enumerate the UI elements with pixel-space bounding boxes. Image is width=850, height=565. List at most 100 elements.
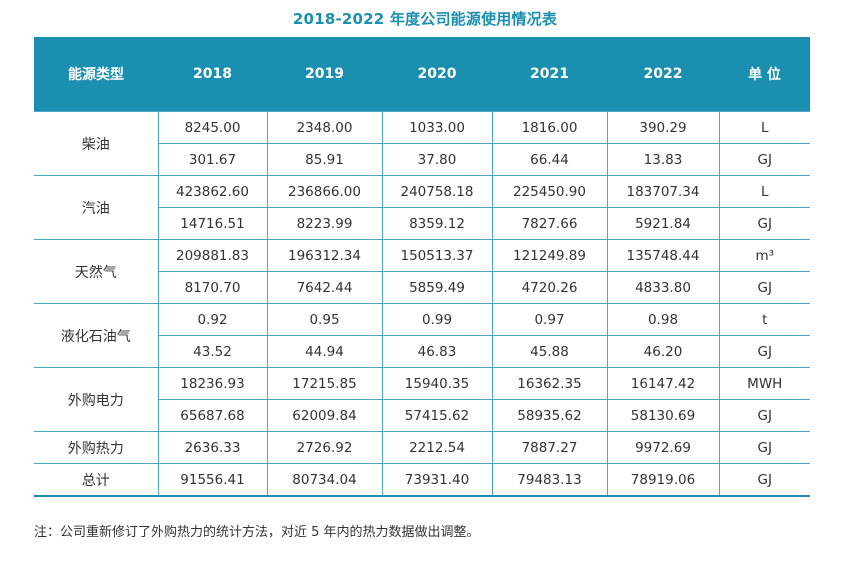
value-cell: 2348.00 (267, 111, 383, 144)
value-cell: 2726.92 (267, 431, 383, 464)
value-cell: 150513.37 (382, 239, 493, 272)
value-cell: 0.92 (158, 303, 268, 336)
value-cell: 196312.34 (267, 239, 383, 272)
value-cell: 1816.00 (492, 111, 608, 144)
value-cell: 16147.42 (607, 367, 720, 400)
value-cell: 4833.80 (607, 271, 720, 304)
value-cell: 58935.62 (492, 399, 608, 432)
value-cell: 4720.26 (492, 271, 608, 304)
unit-cell: MWH (719, 367, 810, 400)
value-cell: 209881.83 (158, 239, 268, 272)
unit-cell: m³ (719, 239, 810, 272)
header-2020: 2020 (382, 37, 492, 112)
value-cell: 0.95 (267, 303, 383, 336)
value-cell: 2636.33 (158, 431, 268, 464)
value-cell: 390.29 (607, 111, 720, 144)
value-cell: 79483.13 (492, 463, 608, 497)
footnote: 注：公司重新修订了外购热力的统计方法，对近 5 年内的热力数据做出调整。 (34, 525, 480, 540)
value-cell: 423862.60 (158, 175, 268, 208)
value-cell: 0.99 (382, 303, 493, 336)
value-cell: 5859.49 (382, 271, 493, 304)
table-row: 301.67 85.91 37.80 66.44 13.83 GJ (34, 143, 810, 176)
table-row: 汽油 423862.60 236866.00 240758.18 225450.… (34, 175, 810, 240)
header-2022: 2022 (607, 37, 719, 112)
value-cell: 236866.00 (267, 175, 383, 208)
category-cell: 总计 (34, 463, 159, 497)
category-cell: 柴油 (34, 111, 159, 176)
header-energy-type: 能源类型 (34, 37, 158, 112)
category-cell: 液化石油气 (34, 303, 159, 368)
value-cell: 0.97 (492, 303, 608, 336)
category-cell: 外购热力 (34, 431, 159, 464)
table-row: 外购热力 2636.33 2726.92 2212.54 7887.27 997… (34, 431, 810, 464)
unit-cell: GJ (719, 143, 810, 176)
total-row: 总计 91556.41 80734.04 73931.40 79483.13 7… (34, 463, 810, 497)
value-cell: 8245.00 (158, 111, 268, 144)
value-cell: 18236.93 (158, 367, 268, 400)
unit-cell: L (719, 175, 810, 208)
header-2021: 2021 (492, 37, 607, 112)
unit-cell: GJ (719, 207, 810, 240)
value-cell: 45.88 (492, 335, 608, 368)
value-cell: 73931.40 (382, 463, 493, 497)
value-cell: 240758.18 (382, 175, 493, 208)
value-cell: 44.94 (267, 335, 383, 368)
value-cell: 0.98 (607, 303, 720, 336)
value-cell: 13.83 (607, 143, 720, 176)
value-cell: 62009.84 (267, 399, 383, 432)
value-cell: 37.80 (382, 143, 493, 176)
value-cell: 9972.69 (607, 431, 720, 464)
value-cell: 7827.66 (492, 207, 608, 240)
unit-cell: GJ (719, 431, 810, 464)
value-cell: 7887.27 (492, 431, 608, 464)
value-cell: 46.20 (607, 335, 720, 368)
table-row: 外购电力 18236.93 17215.85 15940.35 16362.35… (34, 367, 810, 432)
table-row: 43.52 44.94 46.83 45.88 46.20 GJ (34, 335, 810, 368)
value-cell: 8359.12 (382, 207, 493, 240)
value-cell: 8170.70 (158, 271, 268, 304)
value-cell: 1033.00 (382, 111, 493, 144)
table-row: 14716.51 8223.99 8359.12 7827.66 5921.84… (34, 207, 810, 240)
value-cell: 80734.04 (267, 463, 383, 497)
table-row: 65687.68 62009.84 57415.62 58935.62 5813… (34, 399, 810, 432)
unit-cell: L (719, 111, 810, 144)
value-cell: 14716.51 (158, 207, 268, 240)
header-2018: 2018 (158, 37, 267, 112)
category-cell: 外购电力 (34, 367, 159, 432)
table-row: 8170.70 7642.44 5859.49 4720.26 4833.80 … (34, 271, 810, 304)
category-cell: 天然气 (34, 239, 159, 304)
value-cell: 301.67 (158, 143, 268, 176)
table-row: 液化石油气 0.92 0.95 0.99 0.97 0.98 t (34, 303, 810, 368)
unit-cell: t (719, 303, 810, 336)
unit-cell: GJ (719, 463, 810, 497)
table-row: 天然气 209881.83 196312.34 150513.37 121249… (34, 239, 810, 304)
value-cell: 15940.35 (382, 367, 493, 400)
header-row: 能源类型 2018 2019 2020 2021 2022 单 位 (34, 37, 810, 112)
value-cell: 66.44 (492, 143, 608, 176)
header-unit: 单 位 (719, 37, 810, 112)
value-cell: 17215.85 (267, 367, 383, 400)
unit-cell: GJ (719, 335, 810, 368)
value-cell: 7642.44 (267, 271, 383, 304)
value-cell: 65687.68 (158, 399, 268, 432)
value-cell: 57415.62 (382, 399, 493, 432)
value-cell: 43.52 (158, 335, 268, 368)
value-cell: 5921.84 (607, 207, 720, 240)
value-cell: 183707.34 (607, 175, 720, 208)
value-cell: 121249.89 (492, 239, 608, 272)
value-cell: 225450.90 (492, 175, 608, 208)
value-cell: 58130.69 (607, 399, 720, 432)
table-row: 柴油 8245.00 2348.00 1033.00 1816.00 390.2… (34, 111, 810, 176)
value-cell: 46.83 (382, 335, 493, 368)
value-cell: 78919.06 (607, 463, 720, 497)
value-cell: 8223.99 (267, 207, 383, 240)
unit-cell: GJ (719, 399, 810, 432)
header-2019: 2019 (267, 37, 382, 112)
value-cell: 91556.41 (158, 463, 268, 497)
unit-cell: GJ (719, 271, 810, 304)
value-cell: 135748.44 (607, 239, 720, 272)
table-title: 2018-2022 年度公司能源使用情况表 (292, 10, 558, 28)
value-cell: 2212.54 (382, 431, 493, 464)
value-cell: 16362.35 (492, 367, 608, 400)
energy-usage-table: 能源类型 2018 2019 2020 2021 2022 单 位 柴油 824… (34, 37, 810, 497)
